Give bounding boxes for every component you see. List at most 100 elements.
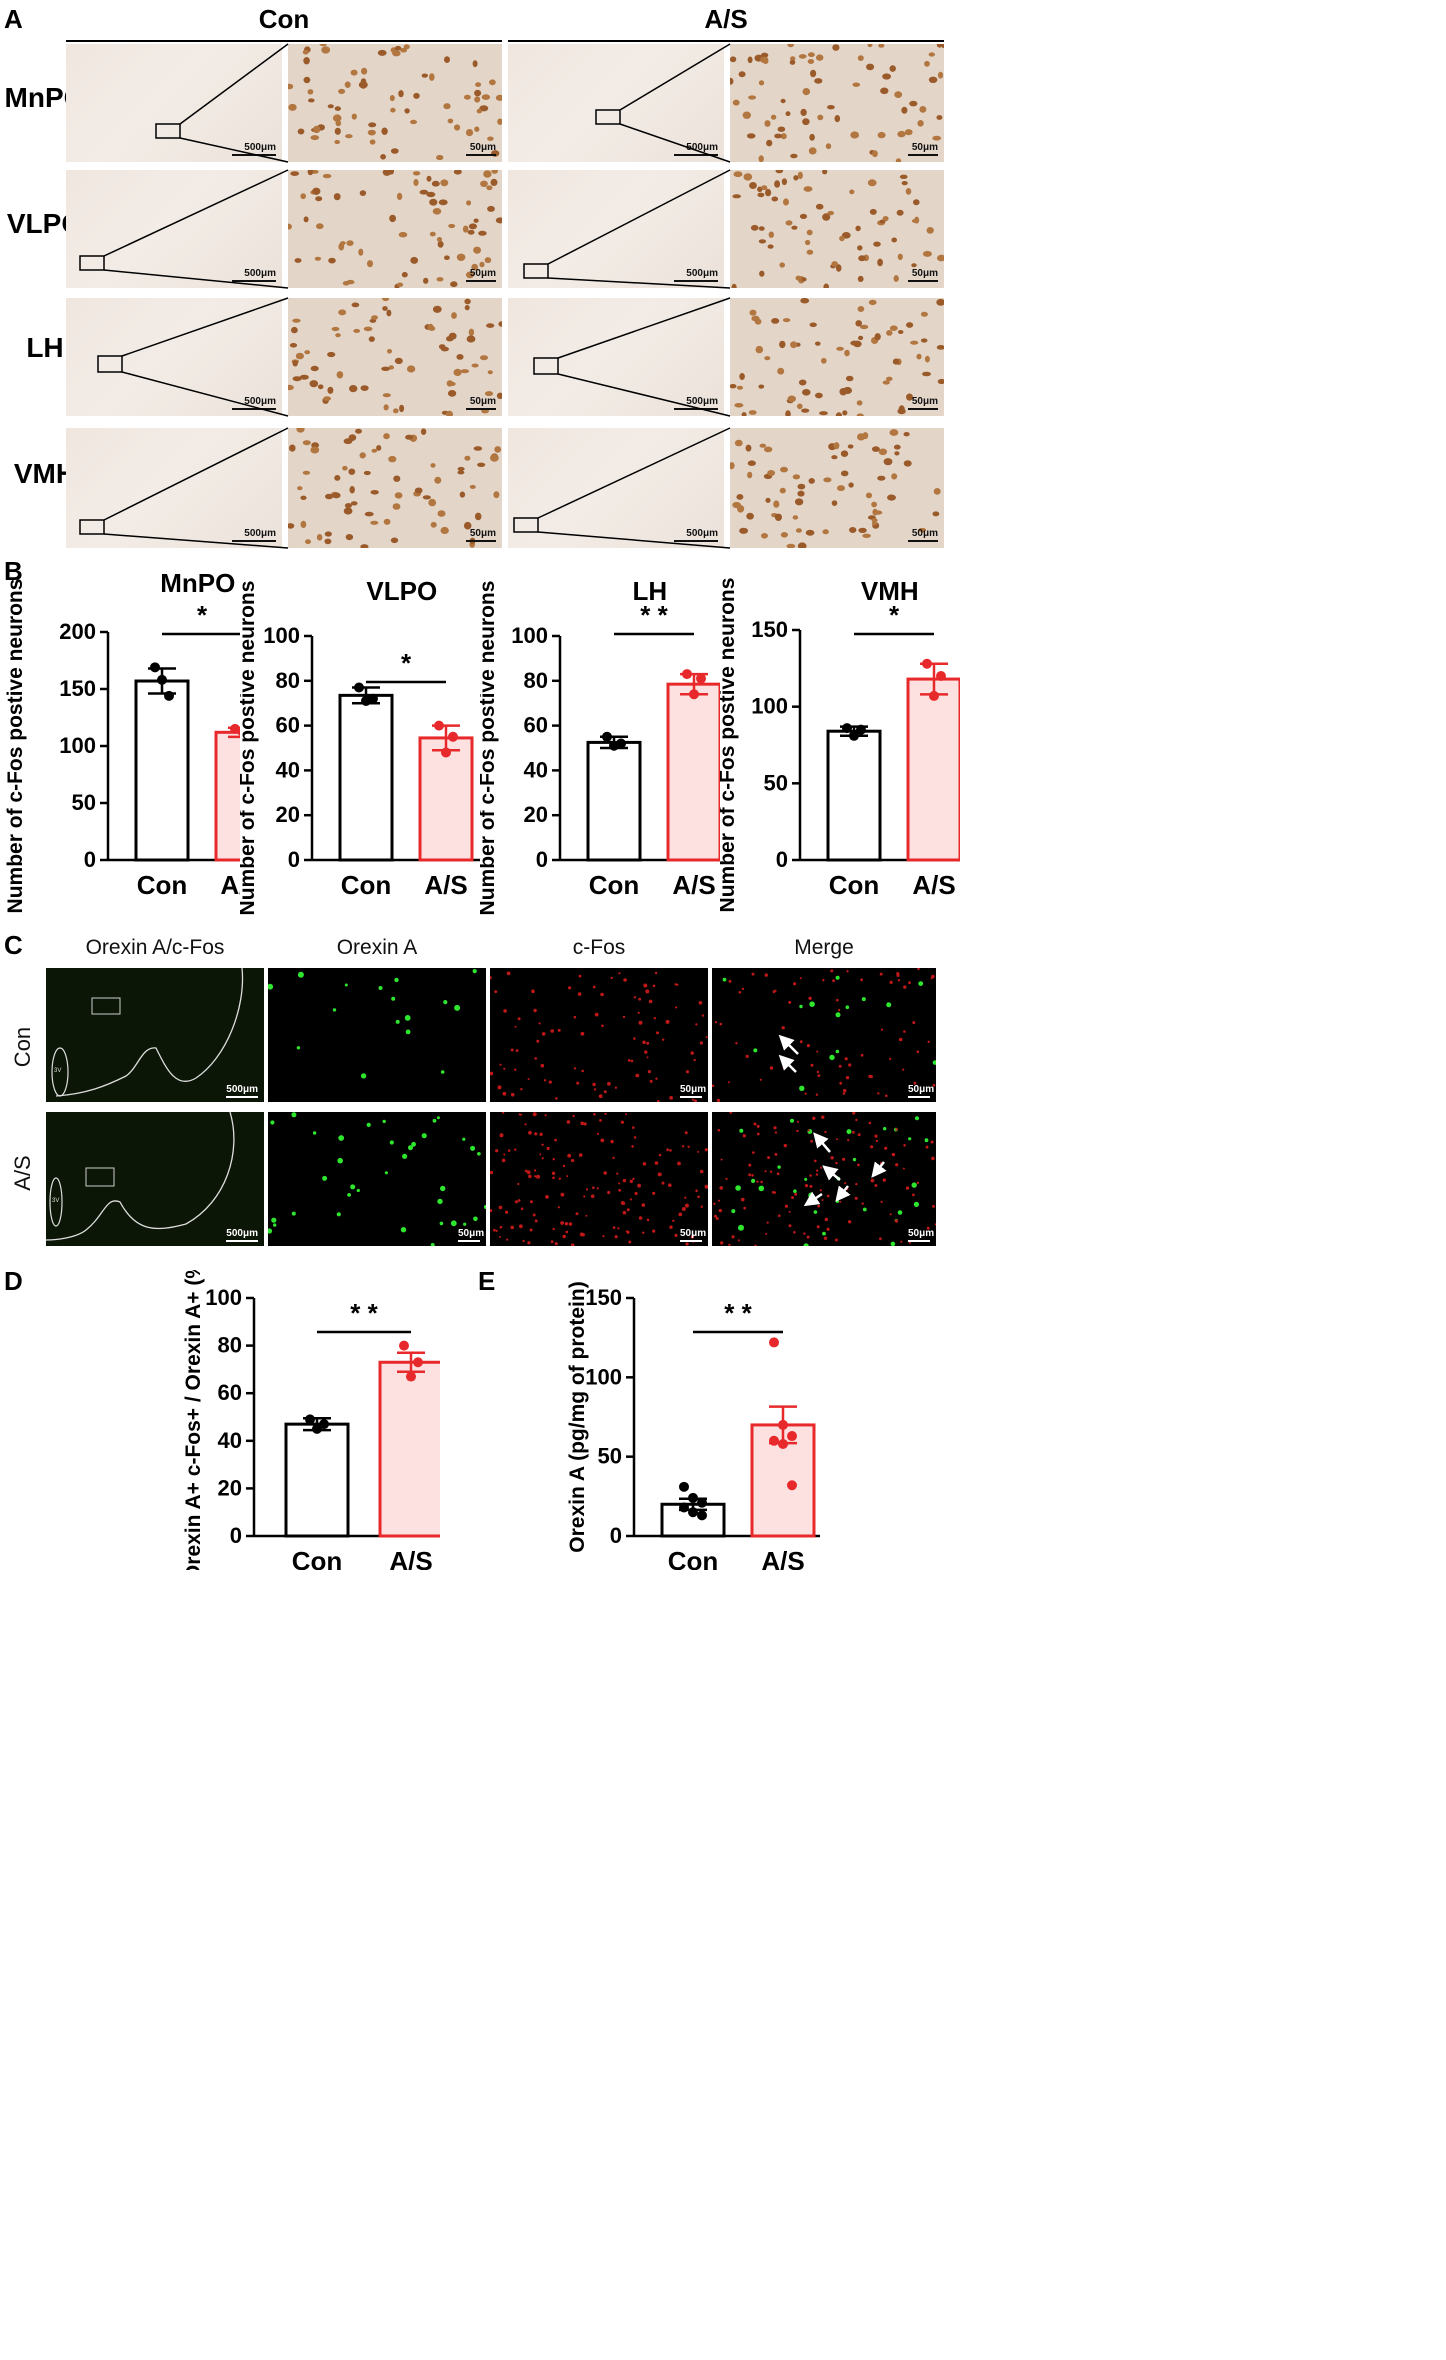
y-tick-label: 150: [59, 676, 96, 701]
data-point: [616, 738, 626, 749]
merge-arrow: [835, 1185, 851, 1202]
significance-marker: *: [197, 600, 208, 630]
micrograph-as-lh-low: 500μm: [508, 298, 724, 416]
y-tick-label: 40: [218, 1428, 242, 1453]
c-as-merge: 50μm: [712, 1112, 936, 1246]
data-point: [679, 1481, 689, 1492]
significance-marker: * *: [350, 1298, 378, 1328]
chart-d: 0 20 40 60 80 100 Con A/S * * Orexin A+ c-Fos+ / …: [182, 1270, 440, 1570]
micrograph-as-lh-high: 50μm: [730, 298, 944, 416]
y-axis-label: Orexin A+ c-Fos+ / Orexin A+ (%): [182, 1270, 205, 1570]
chart-vmh: 0 50 100 150 Con A/S *VMH Number of c-Fos posti…: [720, 576, 960, 913]
c-con-cfos: 50μm: [490, 968, 708, 1102]
data-point: [849, 730, 859, 741]
y-tick-label: 40: [524, 757, 548, 782]
bar-con: [586, 740, 642, 862]
y-tick-label: 50: [598, 1444, 622, 1469]
merge-arrow: [871, 1161, 887, 1178]
data-point: [778, 1419, 788, 1430]
data-point: [769, 1337, 779, 1348]
micrograph-con-mnpo-high: 50μm: [288, 44, 502, 162]
y-tick-label: 50: [764, 770, 788, 795]
c-title-cfos: c-Fos: [572, 936, 626, 959]
bar-as: [666, 682, 720, 862]
zoom-box-con-vmh: [79, 519, 105, 535]
c-title-orexin-cfos: Orexin A/c-Fos: [85, 936, 225, 959]
y-axis-label: Orexin A (pg/mg of protein): [566, 1281, 589, 1552]
data-point: [602, 731, 612, 742]
data-point: [150, 662, 160, 673]
data-point: [696, 673, 706, 684]
chart-title: LH: [632, 576, 667, 606]
y-tick-label: 50: [72, 790, 96, 815]
chart-mnpo: 0 50 100 150 200 Con A/S *MnPO Number of c-Fos p…: [4, 570, 240, 913]
zoom-box-con-vlpo: [79, 255, 105, 271]
micrograph-as-vmh-high: 50μm: [730, 428, 944, 548]
y-axis-label: Number of c-Fos postive neurons: [720, 578, 739, 913]
data-point: [787, 1431, 797, 1442]
data-point: [697, 1510, 707, 1521]
significance-marker: *: [401, 648, 412, 678]
chart-lh: 0 20 40 60 80 100 Con A/S * *LH Number of c-Fos p…: [480, 576, 720, 915]
x-category-label: A/S: [672, 870, 715, 900]
data-point: [434, 720, 444, 731]
y-tick-label: 0: [610, 1523, 622, 1548]
y-tick-label: 0: [536, 847, 548, 872]
zoom-box-as-vmh: [513, 517, 539, 533]
c-con-overview: 3V 500μm: [46, 968, 264, 1102]
micrograph-con-vlpo-high: 50μm: [288, 170, 502, 288]
data-point: [354, 682, 364, 693]
zoom-box-as-mnpo: [595, 109, 621, 125]
y-tick-label: 150: [751, 617, 788, 642]
data-point: [164, 690, 174, 701]
y-tick-label: 40: [276, 757, 300, 782]
y-tick-label: 0: [776, 847, 788, 872]
y-tick-label: 20: [218, 1475, 242, 1500]
micrograph-as-mnpo-high: 50μm: [730, 44, 944, 162]
data-point: [769, 1435, 779, 1446]
data-point: [319, 1419, 329, 1430]
x-category-label: Con: [292, 1546, 343, 1570]
panel-a-zoom-overlay: [79, 43, 731, 549]
bar-as: [906, 677, 960, 862]
y-tick-label: 20: [524, 802, 548, 827]
data-point: [688, 1492, 698, 1503]
zoom-box-con-mnpo: [155, 123, 181, 139]
header-con: Con: [258, 4, 310, 34]
y-tick-label: 100: [263, 623, 300, 648]
y-tick-label: 80: [524, 668, 548, 693]
data-point: [679, 1502, 689, 1513]
micrograph-con-lh-low: 500μm: [66, 298, 282, 416]
bar-con: [284, 1422, 350, 1538]
chart-title: MnPO: [160, 570, 235, 598]
c-title-merge: Merge: [794, 936, 854, 959]
x-category-label: Con: [341, 870, 392, 900]
header-con-rule: [66, 40, 502, 42]
zoom-box-as-vlpo: [523, 263, 549, 279]
x-category-label: A/S: [761, 1546, 804, 1570]
y-tick-label: 60: [276, 713, 300, 738]
data-point: [682, 669, 692, 680]
data-point: [441, 747, 451, 758]
data-point: [305, 1414, 315, 1425]
micrograph-as-vlpo-high: 50μm: [730, 170, 944, 288]
y-tick-label: 60: [218, 1380, 242, 1405]
x-category-label: A/S: [220, 870, 240, 900]
bar-as: [378, 1360, 440, 1538]
micrograph-con-lh-high: 50μm: [288, 298, 502, 416]
panel-a-letter: A: [4, 4, 23, 34]
bar-con: [826, 729, 882, 862]
significance-marker: * *: [640, 600, 668, 630]
c-row-label-con: Con: [10, 1026, 35, 1068]
data-point: [237, 726, 240, 736]
y-tick-label: 100: [751, 694, 788, 719]
micrograph-con-vmh-low: 500μm: [66, 428, 282, 548]
x-category-label: Con: [589, 870, 640, 900]
panel-d-letter: D: [4, 1266, 23, 1296]
y-tick-label: 100: [205, 1285, 242, 1310]
x-category-label: A/S: [389, 1546, 432, 1570]
data-point: [688, 1507, 698, 1518]
chart-e: 0 50 100 150 Con A/S * * Orexin A (pg/mg of pro…: [566, 1281, 820, 1570]
data-point: [936, 671, 946, 681]
merge-arrow: [822, 1165, 841, 1181]
